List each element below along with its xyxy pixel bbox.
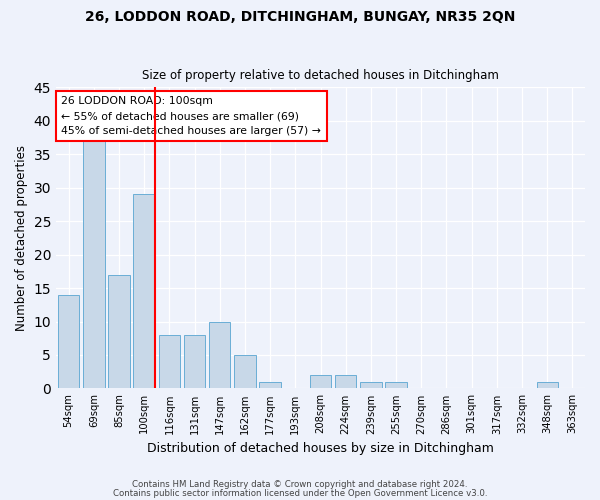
Text: Contains HM Land Registry data © Crown copyright and database right 2024.: Contains HM Land Registry data © Crown c…: [132, 480, 468, 489]
Bar: [209, 322, 230, 388]
Bar: [234, 355, 256, 388]
Bar: [133, 194, 155, 388]
Text: 26 LODDON ROAD: 100sqm
← 55% of detached houses are smaller (69)
45% of semi-det: 26 LODDON ROAD: 100sqm ← 55% of detached…: [61, 96, 321, 136]
Bar: [184, 335, 205, 388]
Bar: [158, 335, 180, 388]
Bar: [109, 274, 130, 388]
Y-axis label: Number of detached properties: Number of detached properties: [15, 145, 28, 331]
Bar: [385, 382, 407, 388]
Bar: [335, 375, 356, 388]
Text: Contains public sector information licensed under the Open Government Licence v3: Contains public sector information licen…: [113, 489, 487, 498]
Bar: [536, 382, 558, 388]
Title: Size of property relative to detached houses in Ditchingham: Size of property relative to detached ho…: [142, 69, 499, 82]
Bar: [360, 382, 382, 388]
Bar: [310, 375, 331, 388]
Text: 26, LODDON ROAD, DITCHINGHAM, BUNGAY, NR35 2QN: 26, LODDON ROAD, DITCHINGHAM, BUNGAY, NR…: [85, 10, 515, 24]
Bar: [58, 295, 79, 388]
Bar: [83, 141, 104, 388]
X-axis label: Distribution of detached houses by size in Ditchingham: Distribution of detached houses by size …: [147, 442, 494, 455]
Bar: [259, 382, 281, 388]
